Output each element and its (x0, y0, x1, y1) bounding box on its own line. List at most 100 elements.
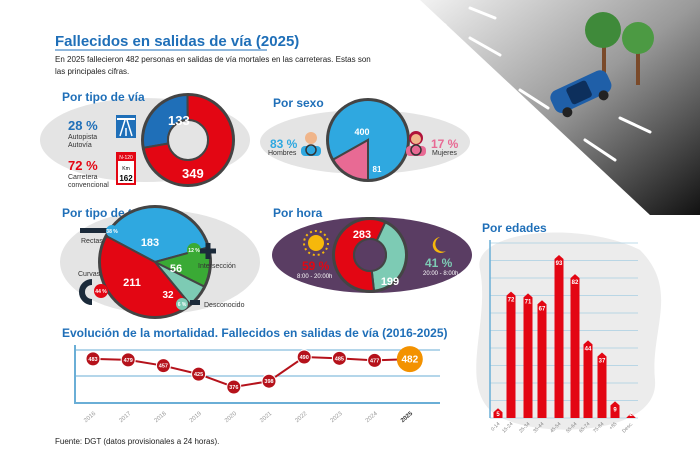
bar-value-label: 82 (572, 280, 579, 286)
bar-15-24 (506, 291, 516, 418)
x-tick-label: 2021 (259, 411, 274, 425)
mujeres-slice (331, 138, 369, 182)
point-2023 (331, 350, 347, 366)
bar-category-label: +85 (608, 421, 618, 431)
point-value-label: 479 (124, 358, 133, 364)
road-sign-icon: N-120 Km 162 (116, 152, 136, 185)
bar-25-34 (523, 293, 533, 418)
donut-tipo-via (141, 93, 235, 187)
curvas-slice (99, 234, 192, 318)
age-bar-chart: 50-147215-247125-346735-449345-548255-64… (489, 240, 638, 434)
woman-driver-icon (406, 131, 426, 156)
section-edades: Por edades 50-147215-247125-346735-44934… (482, 221, 638, 434)
curvas-value: 211 (123, 277, 141, 289)
bar-category-label: 0-14 (490, 421, 501, 432)
point-value-label: 425 (194, 372, 203, 378)
bar-value-label: 93 (556, 261, 563, 267)
mujeres-pct: 17 % (431, 137, 459, 151)
desconocido-value: 32 (162, 290, 174, 301)
point-2019 (191, 366, 207, 382)
bar-value-label: 2 (629, 412, 633, 418)
x-tick-label: 2024 (365, 411, 380, 425)
tree-icon (585, 12, 654, 85)
bar-value-label: 44 (585, 346, 592, 352)
man-driver-icon (301, 132, 321, 156)
curve-road-icon (79, 279, 93, 305)
rectas-pct: 38 % (106, 229, 118, 235)
bar-value-label: 37 (599, 359, 606, 365)
desconocido-pct: 6 % (178, 302, 187, 308)
section-heading: Por sexo (273, 96, 324, 110)
sign-num: 162 (119, 174, 133, 183)
bar-45-54 (554, 255, 564, 418)
bar-value-label: 72 (508, 298, 515, 304)
dia-range: 8:00 - 20:00h (297, 274, 332, 280)
bar-Desc. (626, 413, 636, 418)
point-value-label: 485 (335, 356, 344, 362)
road-illustration (418, 0, 700, 215)
point-value-label: 482 (401, 355, 418, 366)
donut-hora (332, 217, 408, 293)
intro-line-2: las principales cifras. (55, 67, 129, 76)
sun-icon (303, 230, 329, 256)
interseccion-label: Intersección (198, 263, 236, 270)
noche-range: 20:00 - 8:00h (423, 271, 458, 277)
series-line (92, 355, 410, 389)
x-tick-label: 2025 (400, 411, 415, 425)
point-2020 (226, 379, 242, 395)
line-chart-title: Evolución de la mortalidad. Fallecidos e… (62, 326, 447, 340)
autopista-label: Autopista (68, 134, 97, 141)
point-2017 (120, 352, 136, 368)
section-tipo-via: Por tipo de vía 28 % Autopista Autovía 7… (62, 90, 235, 189)
point-value-label: 398 (264, 379, 273, 385)
desconocido-label: Desconocido (204, 302, 245, 309)
autovia-label: Autovía (68, 142, 92, 149)
bar-value-label: 9 (613, 407, 617, 413)
point-2018 (155, 358, 171, 374)
point-value-label: 457 (159, 364, 168, 370)
point-2021 (261, 373, 277, 389)
moon-icon (432, 237, 446, 253)
point-2024 (367, 352, 383, 368)
interseccion-value: 56 (170, 263, 182, 275)
point-2022 (296, 349, 312, 365)
x-tick-label: 2020 (224, 411, 239, 425)
carretera-label: Carretera (68, 174, 98, 181)
motorway-icon (116, 115, 136, 138)
bar-65-74 (583, 340, 593, 418)
bar-category-label: 15-24 (501, 421, 514, 434)
mujeres-label: Mujeres (432, 150, 457, 157)
page-title: Fallecidos en salidas de vía (2025) (55, 33, 299, 50)
bar-35-44 (537, 300, 547, 418)
sign-km: Km (122, 166, 130, 172)
bar-chart-title: Por edades (482, 221, 547, 235)
curvas-pct: 44 % (95, 289, 107, 295)
donut-hole (353, 238, 387, 272)
convencional-pct: 72 % (68, 158, 98, 173)
rectas-slice (105, 206, 210, 264)
autopista-pct: 28 % (68, 118, 98, 133)
pie-tramo (98, 205, 212, 319)
x-tick-label: 2023 (330, 411, 345, 425)
hombres-pct: 83 % (270, 137, 298, 151)
point-value-label: 490 (300, 355, 309, 361)
curvas-label: Curvas (78, 271, 101, 278)
noche-pct: 41 % (425, 256, 453, 270)
section-hora: Por hora 283 199 59 % 8:00 - 20:00h 41 %… (273, 206, 458, 293)
x-tick-label: 2017 (118, 411, 133, 425)
dia-value: 283 (353, 229, 371, 241)
axes (74, 345, 440, 404)
car-icon (550, 70, 612, 118)
point-value-label: 376 (229, 385, 238, 391)
point-value-label: 483 (88, 357, 97, 363)
hombres-label: Hombres (268, 150, 297, 157)
bar-value-label: 71 (525, 299, 532, 305)
section-tramo: Por tipo de tramo 183 56 32 211 38 % Rec… (62, 205, 245, 319)
autopista-value: 133 (168, 113, 190, 128)
bar-value-label: 5 (496, 412, 500, 418)
bar-55-64 (570, 274, 580, 418)
footer-source: Fuente: DGT (datos provisionales a 24 ho… (55, 437, 219, 446)
donut-hole (167, 119, 209, 161)
section-heading: Por tipo de vía (62, 90, 145, 104)
